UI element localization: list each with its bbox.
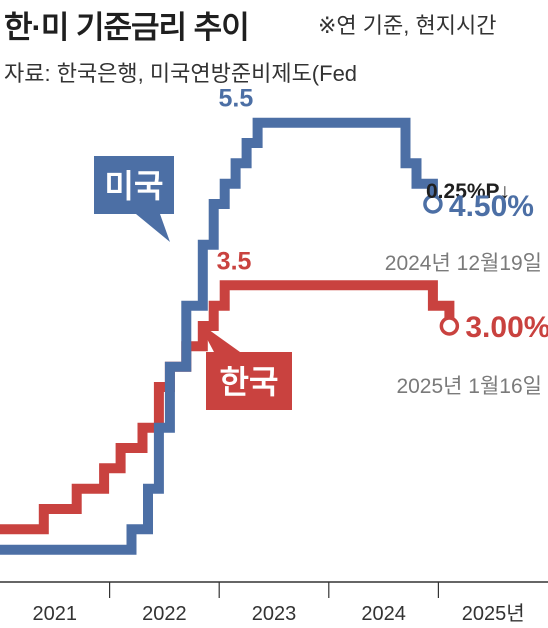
annotation-us-date: 2024년 12월19일 [385,252,542,275]
annotation-us-cut: 0.25%P↓ [426,180,510,203]
chart-title: 한·미 기준금리 추이 [4,10,250,45]
series-line-us [0,117,438,555]
callout-box-us [94,156,174,214]
callout-label-us: 미국 [105,168,164,204]
x-tick-label-1: 2022 [142,603,187,625]
x-tick-label-3: 2024 [361,603,406,625]
callout-pointer-kr [198,322,240,352]
x-tick-label-0: 2021 [33,603,78,625]
data-label-us-peak: 5.5 [219,85,254,113]
source-note: 자료: 한국은행, 미국연방준비제도(Fed [4,61,358,86]
unit-note: ※연 기준, 현지시간 [318,13,497,38]
callout-label-kr: 한국 [220,364,279,400]
marker-us-latest [423,194,443,214]
callout-pointer-us [136,214,170,242]
annotation-kr-date: 2025년 1월16일 [396,375,542,398]
x-tick-label-2: 2023 [252,603,297,625]
marker-kr-latest [439,316,460,336]
x-tick-label-4: 2025년 [462,602,525,625]
data-label-us-latest: 4.50% [449,190,534,223]
data-label-kr-peak: 3.5 [217,247,252,275]
callout-box-kr [206,352,292,410]
data-label-kr-latest: 3.00% [465,311,548,344]
